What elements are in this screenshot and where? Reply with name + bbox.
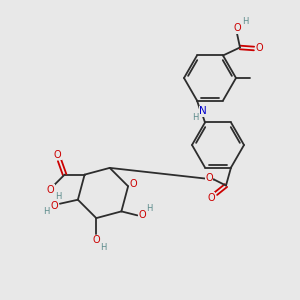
Text: N: N (199, 106, 207, 116)
Text: O: O (139, 210, 146, 220)
Text: O: O (205, 172, 213, 182)
Text: H: H (146, 204, 153, 213)
Text: H: H (56, 192, 62, 201)
Text: O: O (129, 179, 137, 189)
Text: O: O (54, 150, 61, 160)
Text: H: H (192, 113, 198, 122)
Text: H: H (242, 17, 248, 26)
Text: O: O (50, 201, 58, 211)
Text: O: O (255, 44, 263, 53)
Text: O: O (207, 193, 215, 202)
Text: O: O (233, 23, 241, 34)
Text: H: H (43, 207, 49, 216)
Text: H: H (100, 243, 106, 252)
Text: O: O (47, 184, 54, 195)
Text: O: O (92, 235, 100, 245)
